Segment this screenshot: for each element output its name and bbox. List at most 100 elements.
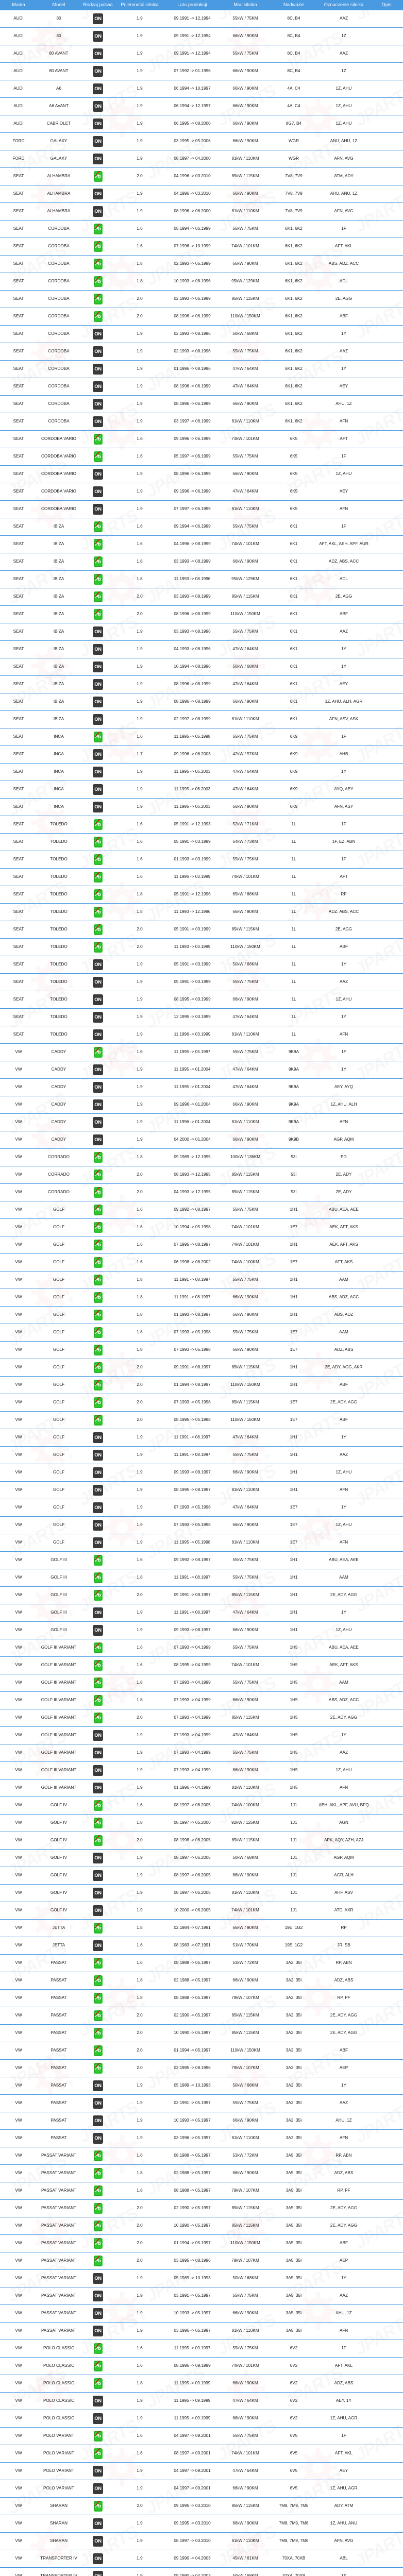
- table-row[interactable]: SEAT TOLEDO Pb 1.6 05.1991 -> 12.1993 52kW / …: [0, 816, 403, 834]
- table-row[interactable]: VW PASSAT Pb 1.8 08.1988 -> 05.1997 79kW / 10…: [0, 1989, 403, 2007]
- table-row[interactable]: VW GOLF III VARIANT ON 1.9 07.1993 -> 04.199…: [0, 1761, 403, 1780]
- table-row[interactable]: VW PASSAT Pb 1.8 02.1988 -> 05.1997 66kW / 90…: [0, 1972, 403, 1990]
- table-row[interactable]: SEAT CORDOBA VARIO ON 1.9 08.1996 -> 06.1999…: [0, 465, 403, 483]
- column-header-model[interactable]: Model: [37, 0, 80, 10]
- table-row[interactable]: SEAT CORDOBA VARIO Pb 1.6 05.1997 -> 06.1999…: [0, 448, 403, 466]
- table-row[interactable]: SEAT IBIZA Pb 1.6 09.1994 -> 06.1999 55kW / 7…: [0, 518, 403, 536]
- table-row[interactable]: VW GOLF Pb 2.0 07.1993 -> 05.1998 85kW / 115K…: [0, 1394, 403, 1412]
- table-row[interactable]: SEAT TOLEDO Pb 1.6 05.1991 -> 03.1999 54kW / …: [0, 833, 403, 851]
- table-row[interactable]: VW CADDY Pb 1.6 11.1995 -> 05.1997 55kW / 75K…: [0, 1043, 403, 1061]
- table-row[interactable]: VW GOLF IV Pb 1.6 08.1997 -> 06.2005 74kW / 1…: [0, 1797, 403, 1815]
- table-row[interactable]: SEAT ALHAMBRA Pb 2.0 04.1996 -> 03.2010 85kW …: [0, 167, 403, 185]
- table-row[interactable]: VW POLO VARIANT Pb 1.6 08.1997 -> 09.2001 74k…: [0, 2445, 403, 2463]
- table-row[interactable]: VW POLO VARIANT Pb 1.6 04.1997 -> 09.2001 55k…: [0, 2427, 403, 2445]
- table-row[interactable]: SEAT CORDOBA Pb 1.8 02.1993 -> 06.1999 66kW /…: [0, 255, 403, 273]
- table-row[interactable]: VW GOLF III VARIANT Pb 1.6 08.1995 -> 04.199…: [0, 1656, 403, 1674]
- table-row[interactable]: VW GOLF III ON 1.9 11.1991 -> 08.1997 47kW / …: [0, 1604, 403, 1622]
- table-row[interactable]: SEAT CORDOBA Pb 1.6 07.1996 -> 10.1999 74kW /…: [0, 238, 403, 256]
- table-row[interactable]: AUDI CABRIOLET ON 1.9 06.1995 -> 08.2000 66kW…: [0, 115, 403, 133]
- table-row[interactable]: VW GOLF III Pb 1.6 09.1992 -> 08.1997 55kW / …: [0, 1551, 403, 1569]
- table-row[interactable]: SEAT CORDOBA ON 1.9 02.1993 -> 08.1996 50kW /…: [0, 325, 403, 343]
- table-row[interactable]: VW PASSAT VARIANT Pb 2.0 02.1990 -> 05.1997 8…: [0, 2199, 403, 2217]
- table-row[interactable]: SEAT IBIZA ON 1.9 08.1996 -> 08.1999 66kW / 9…: [0, 693, 403, 711]
- table-row[interactable]: VW POLO CLASSIC ON 1.9 11.1995 -> 09.1999 47k…: [0, 2392, 403, 2410]
- table-row[interactable]: SEAT INCA ON 1.9 11.1995 -> 06.2003 47kW / 64…: [0, 781, 403, 799]
- table-row[interactable]: VW PASSAT VARIANT Pb 2.0 01.1994 -> 05.1997 1…: [0, 2234, 403, 2252]
- table-row[interactable]: VW GOLF Pb 1.8 01.1993 -> 08.1997 66kW / 90KM…: [0, 1306, 403, 1324]
- table-row[interactable]: VW PASSAT VARIANT Pb 1.8 08.1988 -> 05.1997 7…: [0, 2182, 403, 2200]
- table-row[interactable]: SEAT TOLEDO Pb 1.6 01.1993 -> 03.1999 55kW / …: [0, 851, 403, 869]
- table-row[interactable]: VW GOLF III ON 1.9 09.1993 -> 08.1997 66kW / …: [0, 1621, 403, 1639]
- table-row[interactable]: VW GOLF Pb 1.8 07.1993 -> 05.1998 66kW / 90KM…: [0, 1341, 403, 1359]
- table-row[interactable]: VW CORRADO Pb 2.0 08.1993 -> 12.1995 85kW / 1…: [0, 1166, 403, 1184]
- table-row[interactable]: VW GOLF Pb 2.0 01.1994 -> 08.1997 110kW / 150…: [0, 1376, 403, 1394]
- table-row[interactable]: VW POLO VARIANT ON 1.9 04.1997 -> 09.2001 47k…: [0, 2462, 403, 2480]
- table-row[interactable]: VW GOLF III VARIANT ON 1.9 01.1996 -> 04.199…: [0, 1779, 403, 1797]
- table-row[interactable]: VW PASSAT VARIANT ON 1.9 10.1993 -> 05.1997 6…: [0, 2304, 403, 2323]
- table-row[interactable]: SEAT TOLEDO Pb 1.8 11.1993 -> 12.1996 66kW / …: [0, 903, 403, 921]
- table-row[interactable]: VW GOLF IV ON 1.9 08.1997 -> 06.2005 50kW / 6…: [0, 1849, 403, 1867]
- table-row[interactable]: VW GOLF III Pb 2.0 09.1991 -> 08.1997 85kW / …: [0, 1586, 403, 1604]
- column-header-lata[interactable]: Lata produkcji: [164, 0, 221, 10]
- table-row[interactable]: VW PASSAT ON 1.9 03.1996 -> 05.1997 81kW / 11…: [0, 2129, 403, 2147]
- table-row[interactable]: SEAT CORDOBA Pb 2.0 08.1996 -> 06.1999 110kW …: [0, 308, 403, 326]
- table-row[interactable]: SEAT ALHAMBRA ON 1.9 08.1996 -> 06.2000 81kW …: [0, 202, 403, 221]
- table-row[interactable]: SEAT CORDOBA VARIO ON 1.9 09.1996 -> 06.1999…: [0, 483, 403, 501]
- table-row[interactable]: AUDI A6 ON 1.9 06.1994 -> 10.1997 66kW / 90KM…: [0, 80, 403, 98]
- table-row[interactable]: VW SHARAN Pb 2.0 09.1995 -> 03.2010 85kW / 11…: [0, 2497, 403, 2515]
- table-row[interactable]: SEAT CORDOBA Pb 2.0 02.1993 -> 06.1999 85kW /…: [0, 290, 403, 308]
- column-header-fuel[interactable]: Rodzaj paliwa: [80, 0, 115, 10]
- table-row[interactable]: VW GOLF ON 1.9 07.1993 -> 05.1998 66kW / 90KM…: [0, 1516, 403, 1534]
- table-row[interactable]: SEAT TOLEDO ON 1.9 05.1991 -> 03.1999 55kW / …: [0, 973, 403, 991]
- table-row[interactable]: SEAT IBIZA ON 1.9 08.1996 -> 08.1999 47kW / 6…: [0, 675, 403, 693]
- table-row[interactable]: VW PASSAT VARIANT Pb 1.6 08.1988 -> 05.1997 5…: [0, 2147, 403, 2165]
- table-row[interactable]: VW CORRADO Pb 2.0 04.1993 -> 12.1995 85kW / 1…: [0, 1183, 403, 1201]
- table-row[interactable]: SEAT TOLEDO ON 1.9 05.1991 -> 03.1999 50kW / …: [0, 956, 403, 974]
- table-row[interactable]: VW CADDY ON 1.9 11.1996 -> 01.2004 81kW / 110…: [0, 1113, 403, 1131]
- table-row[interactable]: VW GOLF Pb 1.6 09.1992 -> 08.1997 55kW / 75KM…: [0, 1201, 403, 1219]
- table-row[interactable]: VW PASSAT ON 1.9 03.1991 -> 05.1997 55kW / 75…: [0, 2094, 403, 2112]
- table-row[interactable]: VW GOLF III VARIANT Pb 1.6 07.1993 -> 04.199…: [0, 1639, 403, 1657]
- table-row[interactable]: VW SHARAN ON 1.9 08.1997 -> 03.2010 81kW / 11…: [0, 2532, 403, 2550]
- table-row[interactable]: VW GOLF Pb 1.8 11.1991 -> 08.1997 55kW / 75KM…: [0, 1271, 403, 1289]
- table-row[interactable]: VW PASSAT Pb 2.0 10.1990 -> 05.1997 85kW / 11…: [0, 2024, 403, 2042]
- table-row[interactable]: SEAT ALHAMBRA ON 1.9 04.1996 -> 03.2010 66kW …: [0, 185, 403, 203]
- table-row[interactable]: SEAT INCA ON 1.7 09.1996 -> 06.2003 42kW / 57…: [0, 745, 403, 764]
- table-row[interactable]: VW CADDY ON 1.9 11.1995 -> 01.2004 47kW / 64K…: [0, 1078, 403, 1096]
- table-row[interactable]: VW PASSAT VARIANT ON 1.9 03.1996 -> 05.1997 8…: [0, 2322, 403, 2340]
- table-row[interactable]: VW CADDY ON 1.9 09.1996 -> 01.2004 66kW / 90K…: [0, 1096, 403, 1114]
- table-row[interactable]: VW GOLF Pb 1.6 07.1995 -> 08.1997 74kW / 101K…: [0, 1236, 403, 1254]
- table-row[interactable]: VW GOLF III Pb 1.8 11.1991 -> 08.1997 55kW / …: [0, 1569, 403, 1587]
- table-row[interactable]: VW PASSAT VARIANT Pb 2.0 10.1990 -> 05.1997 8…: [0, 2217, 403, 2235]
- table-row[interactable]: VW GOLF III VARIANT Pb 1.8 07.1993 -> 04.199…: [0, 1674, 403, 1692]
- table-row[interactable]: VW POLO CLASSIC Pb 1.8 11.1995 -> 09.1999 66k…: [0, 2375, 403, 2393]
- table-row[interactable]: FORD GALAXY ON 1.9 08.1997 -> 04.2000 81kW / …: [0, 150, 403, 168]
- table-row[interactable]: SEAT TOLEDO Pb 1.8 05.1991 -> 12.1996 65kW / …: [0, 886, 403, 904]
- table-row[interactable]: SEAT CORDOBA Pb 1.8 10.1993 -> 08.1996 95kW /…: [0, 273, 403, 291]
- table-row[interactable]: SEAT CORDOBA ON 1.9 08.1996 -> 06.1999 47kW /…: [0, 378, 403, 396]
- table-row[interactable]: SEAT IBIZA Pb 2.0 03.1993 -> 08.1999 85kW / 1…: [0, 588, 403, 606]
- table-row[interactable]: VW POLO CLASSIC Pb 1.6 11.1995 -> 09.1997 55k…: [0, 2340, 403, 2358]
- table-row[interactable]: VW GOLF Pb 2.0 08.1995 -> 05.1998 110kW / 150…: [0, 1411, 403, 1429]
- table-row[interactable]: VW CORRADO Pb 1.8 09.1989 -> 12.1995 100kW / …: [0, 1148, 403, 1166]
- table-row[interactable]: VW POLO VARIANT ON 1.9 04.1997 -> 09.2001 66k…: [0, 2480, 403, 2498]
- table-row[interactable]: VW GOLF ON 1.9 11.1991 -> 08.1997 55kW / 75KM…: [0, 1446, 403, 1464]
- table-row[interactable]: SEAT IBIZA Pb 1.8 03.1993 -> 08.1999 66kW / 9…: [0, 553, 403, 571]
- column-header-marka[interactable]: Marka: [0, 0, 37, 10]
- table-row[interactable]: VW GOLF IV ON 1.9 08.1997 -> 06.2005 81kW / 1…: [0, 1884, 403, 1902]
- table-row[interactable]: VW GOLF IV Pb 1.8 08.1997 -> 05.2006 92kW / 1…: [0, 1814, 403, 1832]
- table-row[interactable]: VW PASSAT VARIANT Pb 1.8 02.1988 -> 05.1997 6…: [0, 2164, 403, 2182]
- table-row[interactable]: VW GOLF Pb 2.0 09.1991 -> 08.1997 85kW / 115K…: [0, 1359, 403, 1377]
- table-row[interactable]: VW GOLF III VARIANT ON 1.9 07.1993 -> 04.199…: [0, 1726, 403, 1744]
- table-row[interactable]: VW GOLF ON 1.9 11.1991 -> 08.1997 47kW / 64KM…: [0, 1429, 403, 1447]
- table-row[interactable]: VW PASSAT Pb 2.0 02.1990 -> 05.1997 85kW / 11…: [0, 2007, 403, 2025]
- table-row[interactable]: SEAT TOLEDO ON 1.9 08.1995 -> 03.1999 66kW / …: [0, 991, 403, 1009]
- table-row[interactable]: VW TRANSPORTER IV ON 1.9 09.1990 -> 04.2003 4…: [0, 2550, 403, 2568]
- table-row[interactable]: VW POLO CLASSIC ON 1.9 11.1995 -> 09.1999 66k…: [0, 2410, 403, 2428]
- column-header-moc[interactable]: Moc silnika: [221, 0, 270, 10]
- table-row[interactable]: VW PASSAT Pb 1.6 08.1988 -> 05.1997 53kW / 72…: [0, 1954, 403, 1972]
- table-row[interactable]: SEAT CORDOBA ON 1.9 01.1996 -> 08.1996 47kW /…: [0, 360, 403, 378]
- table-row[interactable]: SEAT TOLEDO Pb 1.6 11.1996 -> 03.1999 74kW / …: [0, 868, 403, 886]
- table-row[interactable]: VW GOLF Pb 1.8 11.1991 -> 08.1997 66kW / 90KM…: [0, 1289, 403, 1307]
- table-row[interactable]: SEAT IBIZA Pb 1.8 11.1993 -> 08.1996 95kW / 1…: [0, 570, 403, 588]
